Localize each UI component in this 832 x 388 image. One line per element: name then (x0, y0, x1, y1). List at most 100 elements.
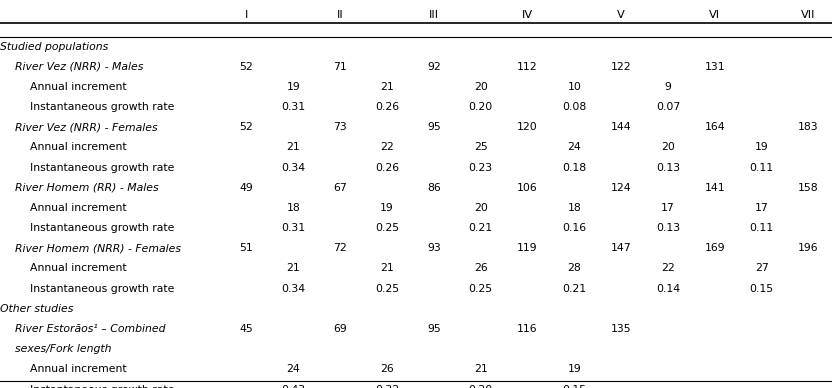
Text: 0.21: 0.21 (468, 223, 493, 233)
Text: 0.34: 0.34 (281, 163, 305, 173)
Text: 27: 27 (755, 263, 769, 274)
Text: VII: VII (801, 10, 816, 20)
Text: 0.32: 0.32 (375, 385, 399, 388)
Text: 0.21: 0.21 (562, 284, 587, 294)
Text: Annual increment: Annual increment (30, 203, 126, 213)
Text: 24: 24 (567, 142, 582, 152)
Text: 20: 20 (473, 82, 488, 92)
Text: Instantaneous growth rate: Instantaneous growth rate (30, 284, 175, 294)
Text: 26: 26 (380, 364, 394, 374)
Text: 0.25: 0.25 (468, 284, 493, 294)
Text: 0.23: 0.23 (468, 163, 493, 173)
Text: Instantaneous growth rate: Instantaneous growth rate (30, 163, 175, 173)
Text: 0.25: 0.25 (375, 223, 399, 233)
Text: 73: 73 (334, 122, 347, 132)
Text: 135: 135 (611, 324, 631, 334)
Text: 19: 19 (380, 203, 394, 213)
Text: 93: 93 (427, 243, 441, 253)
Text: 0.13: 0.13 (656, 163, 680, 173)
Text: 19: 19 (567, 364, 582, 374)
Text: Annual increment: Annual increment (30, 263, 126, 274)
Text: 9: 9 (665, 82, 671, 92)
Text: 19: 19 (755, 142, 769, 152)
Text: 71: 71 (334, 62, 347, 72)
Text: 21: 21 (286, 263, 300, 274)
Text: 0.25: 0.25 (375, 284, 399, 294)
Text: 21: 21 (380, 263, 394, 274)
Text: 0.18: 0.18 (562, 163, 587, 173)
Text: River Estorãos¹ – Combined: River Estorãos¹ – Combined (15, 324, 166, 334)
Text: 131: 131 (705, 62, 726, 72)
Text: 0.31: 0.31 (281, 102, 305, 112)
Text: 0.11: 0.11 (750, 223, 774, 233)
Text: 52: 52 (240, 62, 253, 72)
Text: River Vez (NRR) - Males: River Vez (NRR) - Males (15, 62, 143, 72)
Text: 120: 120 (518, 122, 537, 132)
Text: 0.13: 0.13 (656, 223, 680, 233)
Text: 0.31: 0.31 (281, 223, 305, 233)
Text: 169: 169 (705, 243, 726, 253)
Text: 21: 21 (473, 364, 488, 374)
Text: 49: 49 (240, 183, 253, 193)
Text: 45: 45 (240, 324, 253, 334)
Text: 116: 116 (518, 324, 537, 334)
Text: 0.26: 0.26 (375, 163, 399, 173)
Text: 22: 22 (661, 263, 675, 274)
Text: 0.20: 0.20 (468, 102, 493, 112)
Text: 0.15: 0.15 (562, 385, 587, 388)
Text: 147: 147 (611, 243, 631, 253)
Text: 69: 69 (334, 324, 347, 334)
Text: Annual increment: Annual increment (30, 82, 126, 92)
Text: 0.08: 0.08 (562, 102, 587, 112)
Text: 183: 183 (798, 122, 819, 132)
Text: 122: 122 (611, 62, 631, 72)
Text: Other studies: Other studies (0, 304, 73, 314)
Text: Instantaneous growth rate: Instantaneous growth rate (30, 102, 175, 112)
Text: River Homem (NRR) - Females: River Homem (NRR) - Females (15, 243, 181, 253)
Text: 86: 86 (427, 183, 441, 193)
Text: 24: 24 (286, 364, 300, 374)
Text: IV: IV (522, 10, 533, 20)
Text: 26: 26 (473, 263, 488, 274)
Text: 67: 67 (334, 183, 347, 193)
Text: 164: 164 (705, 122, 726, 132)
Text: 21: 21 (380, 82, 394, 92)
Text: 72: 72 (334, 243, 347, 253)
Text: 158: 158 (798, 183, 819, 193)
Text: sexes/Fork length: sexes/Fork length (15, 344, 111, 354)
Text: 0.15: 0.15 (750, 284, 774, 294)
Text: 0.07: 0.07 (656, 102, 680, 112)
Text: 20: 20 (661, 142, 675, 152)
Text: 0.14: 0.14 (656, 284, 680, 294)
Text: 106: 106 (518, 183, 537, 193)
Text: 141: 141 (705, 183, 726, 193)
Text: V: V (617, 10, 625, 20)
Text: 144: 144 (611, 122, 631, 132)
Text: III: III (428, 10, 438, 20)
Text: River Homem (RR) - Males: River Homem (RR) - Males (15, 183, 159, 193)
Text: 17: 17 (755, 203, 769, 213)
Text: 21: 21 (286, 142, 300, 152)
Text: 119: 119 (518, 243, 537, 253)
Text: 95: 95 (427, 122, 441, 132)
Text: Studied populations: Studied populations (0, 42, 108, 52)
Text: 0.20: 0.20 (468, 385, 493, 388)
Text: 112: 112 (518, 62, 537, 72)
Text: 92: 92 (427, 62, 441, 72)
Text: River Vez (NRR) - Females: River Vez (NRR) - Females (15, 122, 157, 132)
Text: 19: 19 (286, 82, 300, 92)
Text: 196: 196 (798, 243, 819, 253)
Text: 0.43: 0.43 (281, 385, 305, 388)
Text: II: II (337, 10, 344, 20)
Text: 10: 10 (567, 82, 582, 92)
Text: Instantaneous growth rate: Instantaneous growth rate (30, 223, 175, 233)
Text: Instantaneous growth rate: Instantaneous growth rate (30, 385, 175, 388)
Text: 25: 25 (473, 142, 488, 152)
Text: 51: 51 (240, 243, 253, 253)
Text: 20: 20 (473, 203, 488, 213)
Text: 18: 18 (567, 203, 582, 213)
Text: 22: 22 (380, 142, 394, 152)
Text: 0.34: 0.34 (281, 284, 305, 294)
Text: I: I (245, 10, 248, 20)
Text: 0.16: 0.16 (562, 223, 587, 233)
